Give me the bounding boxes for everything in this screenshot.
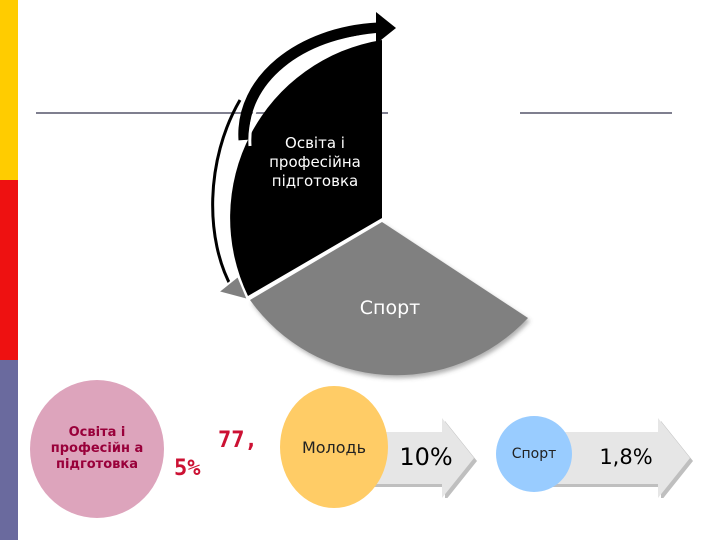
sport-value: 1,8%: [599, 445, 653, 469]
circle-education: Освіта і професійн а підготовка: [30, 380, 164, 518]
curved-arrow-down-icon: [211, 99, 250, 302]
circle-education-label: Освіта і професійн а підготовка: [50, 425, 144, 472]
circle-youth-label: Молодь: [301, 437, 367, 457]
education-value-line2: 5%: [174, 456, 201, 481]
circle-sport: Спорт: [496, 416, 572, 492]
pie-slice-sport: [250, 222, 528, 376]
divider-right: [520, 112, 672, 114]
circle-youth: Молодь: [280, 386, 388, 508]
education-value-line1: 77,: [218, 428, 258, 453]
pie-label-sport: Спорт: [359, 297, 421, 319]
curved-arrow-up-icon: [238, 12, 396, 147]
pie-slice-education: [230, 40, 382, 296]
youth-value: 10%: [399, 443, 453, 471]
stripe-middle: [0, 180, 18, 360]
arrow-sport: [544, 418, 693, 498]
stripe-top: [0, 0, 18, 180]
stripe-bottom: [0, 360, 18, 540]
circle-sport-label: Спорт: [511, 446, 557, 462]
divider-left: [36, 112, 388, 114]
pie-label-education: Освіта і професійна підготовка: [269, 134, 361, 190]
